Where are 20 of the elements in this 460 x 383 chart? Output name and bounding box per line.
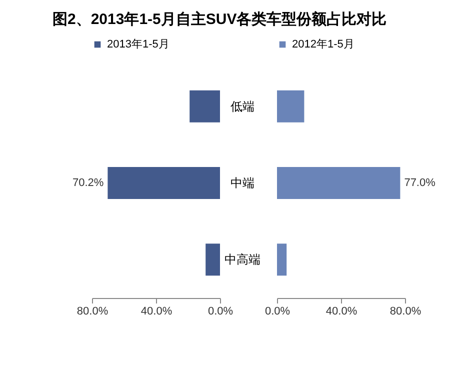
bar — [206, 244, 220, 276]
y-tick-label: 中端 — [230, 176, 254, 190]
y-tick-label: 低端 — [230, 99, 254, 114]
x-tick-label: 40.0% — [326, 306, 358, 318]
y-tick-label: 中高端 — [224, 252, 260, 267]
legend-label: 2013年1-5月 — [107, 38, 170, 50]
bar — [277, 90, 304, 122]
x-tick-label: 0.0% — [264, 306, 290, 318]
chart-title: 图2、2013年1-5月自主SUV各类车型份额占比对比 — [52, 10, 387, 28]
x-tick-label: 80.0% — [390, 306, 422, 318]
data-label: 77.0% — [404, 177, 436, 189]
x-tick-label: 80.0% — [76, 306, 108, 318]
bar — [190, 90, 220, 122]
x-tick-label: 0.0% — [208, 306, 234, 318]
x-tick-label: 40.0% — [140, 306, 172, 318]
data-label: 70.2% — [72, 177, 104, 189]
bar — [277, 244, 287, 276]
bar — [108, 167, 220, 199]
legend-label: 2012年1-5月 — [292, 38, 354, 50]
bar — [277, 167, 400, 199]
